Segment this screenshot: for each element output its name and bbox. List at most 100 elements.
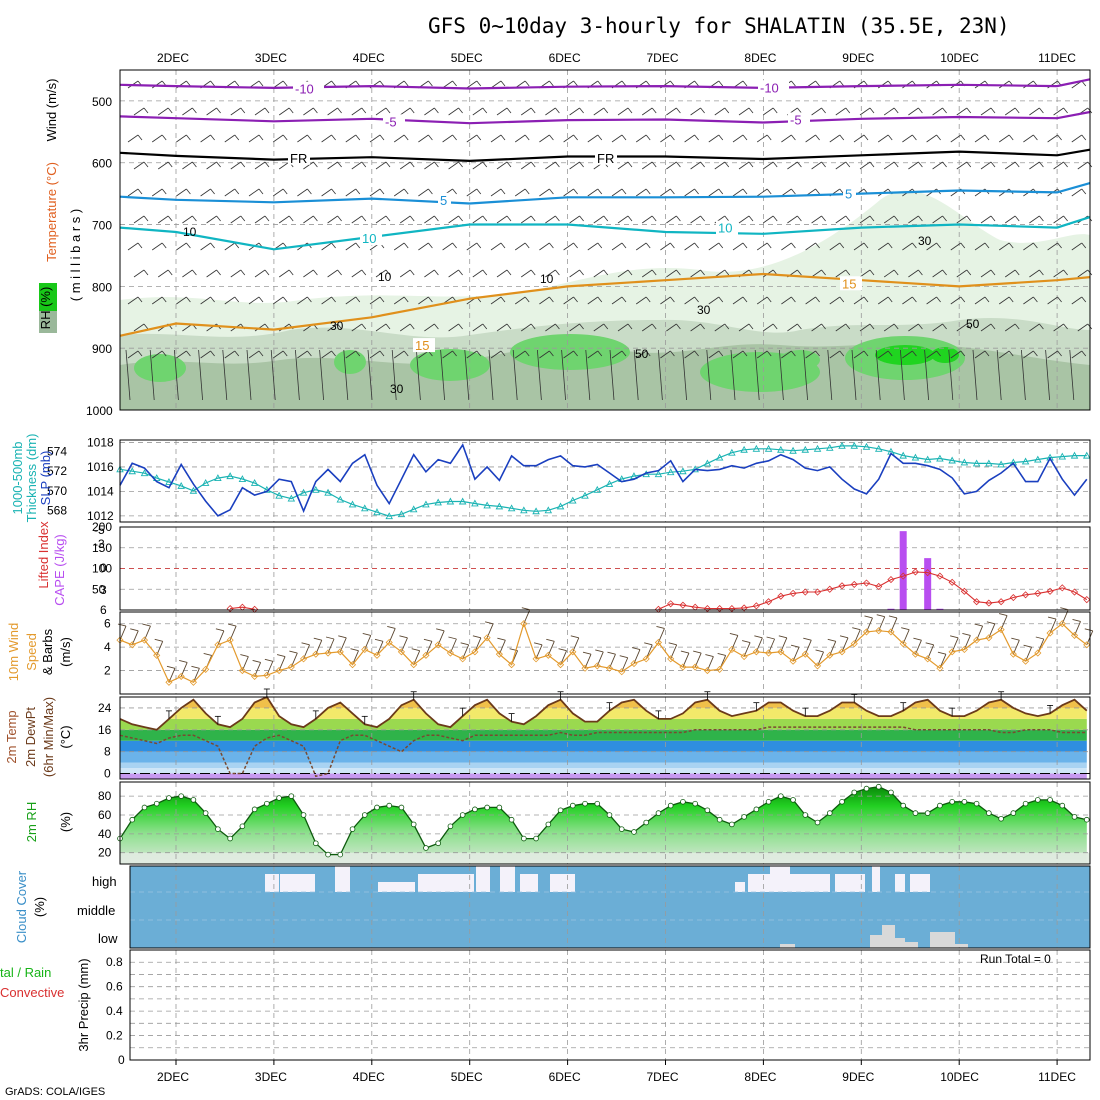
wind-barb-flag (524, 188, 530, 195)
wind10-barb-flag (130, 628, 139, 632)
contour-label: -5 (385, 114, 397, 129)
thickness-marker (299, 488, 308, 496)
wind-barb (932, 269, 943, 278)
wind-barb (418, 134, 429, 143)
wind-barb-flag (282, 134, 288, 141)
temp-band (120, 740, 1087, 752)
rh-marker (606, 812, 613, 818)
wind-barb-flag (530, 107, 536, 114)
wind-barb-flag (1063, 323, 1068, 330)
dewpoint-line (119, 726, 1087, 778)
wind10-marker (875, 627, 883, 635)
panel-frame (119, 611, 1091, 695)
wind-barb-flag (869, 323, 875, 330)
rh-marker (875, 783, 882, 790)
wind-barb (539, 188, 550, 197)
rh-marker (410, 821, 417, 828)
contour-label: -5 (790, 112, 802, 127)
wind-barb-flag (724, 269, 730, 276)
wind-barb (424, 215, 435, 224)
wind-barb (176, 188, 187, 197)
cape-bar (899, 531, 907, 610)
wind-barb (448, 161, 459, 170)
wind-barb (1029, 107, 1040, 116)
wind-barb-flag (1039, 107, 1044, 114)
rh-marker (398, 804, 405, 811)
wind-barb-flag (482, 215, 488, 222)
thickness-marker (495, 502, 504, 510)
panel-frame (129, 949, 1091, 1061)
wind10-barb-flag (301, 642, 310, 646)
contour-label-bg (788, 112, 810, 127)
wind-barb (708, 350, 720, 359)
wind-barb-flag (313, 161, 318, 168)
wind10-marker (752, 648, 760, 656)
wind-barb (690, 107, 701, 116)
wind10-marker (777, 648, 785, 656)
wind-barb-flag (506, 215, 512, 222)
wind-barb-low (827, 349, 833, 401)
wind-barb (490, 296, 502, 305)
wind-barb (472, 215, 484, 224)
wind-barb-flag (434, 269, 439, 276)
wind-barb (200, 242, 211, 251)
wind-barb-flag (452, 188, 457, 195)
wind-barb-flag (893, 107, 899, 114)
wind-barb (756, 350, 768, 359)
wind-barb-flag (1063, 107, 1068, 114)
wind-barb (1023, 80, 1034, 89)
wind10-marker (948, 648, 956, 656)
wind-barb-flag (452, 242, 457, 249)
temp-contour--10 (119, 78, 1091, 90)
wind-barb (514, 296, 526, 305)
wind10-barb-flag (338, 635, 347, 639)
cloud-level-low: low (98, 931, 118, 946)
slp-tick: 1018 (87, 435, 114, 449)
wind10-marker (1070, 631, 1079, 639)
wind-barb-flag (815, 350, 820, 357)
wind-barb-flag (240, 107, 246, 114)
wind-barb-flag (167, 161, 173, 168)
wind-barb (520, 215, 532, 224)
thickness-marker (923, 455, 932, 463)
wind-barb-flag (307, 134, 312, 141)
wind-barb-flag (772, 161, 778, 168)
wind-barb (805, 350, 816, 359)
wind-barb (230, 161, 242, 170)
wind10-marker (140, 636, 149, 644)
wind-barb (1053, 269, 1064, 278)
wind-barb-flag (603, 323, 609, 330)
precip-unit-label: 3hr Precip (mm) (76, 958, 91, 1051)
wind10-marker (679, 663, 687, 671)
wind-barb-flag (500, 296, 506, 303)
rh-blob (410, 349, 490, 381)
slp-label: SLP (mb) (38, 451, 53, 506)
wind-barb-flag (240, 269, 246, 276)
wind-barb-flag (766, 350, 772, 357)
wind-barb-flag (210, 350, 215, 357)
thickness-marker (336, 495, 345, 503)
wind-barb (829, 242, 841, 251)
wind-barb-flag (555, 269, 560, 276)
wind-barb (617, 269, 629, 278)
lifted-tick: 0 (100, 561, 107, 575)
wind-barb (877, 296, 889, 305)
thickness-marker (936, 454, 944, 462)
wind-barb (321, 134, 332, 143)
wind-barb (151, 350, 163, 359)
wind-barb (980, 269, 992, 278)
wind10-barb-flag (766, 636, 775, 640)
rh-marker (202, 810, 209, 816)
wind-barb-low (222, 349, 228, 401)
wind-barb (418, 296, 429, 305)
wind-barb-low (948, 349, 954, 401)
wind-barb (563, 242, 574, 251)
wind10-barb-flag (387, 626, 396, 629)
wind-barb (635, 242, 647, 251)
wind-barb (660, 134, 671, 143)
wind-barb (738, 323, 750, 332)
wind10-marker (397, 648, 406, 656)
wind-barb-flag (555, 215, 560, 222)
wind-barb-flag (428, 134, 433, 141)
thickness-marker (226, 472, 234, 480)
